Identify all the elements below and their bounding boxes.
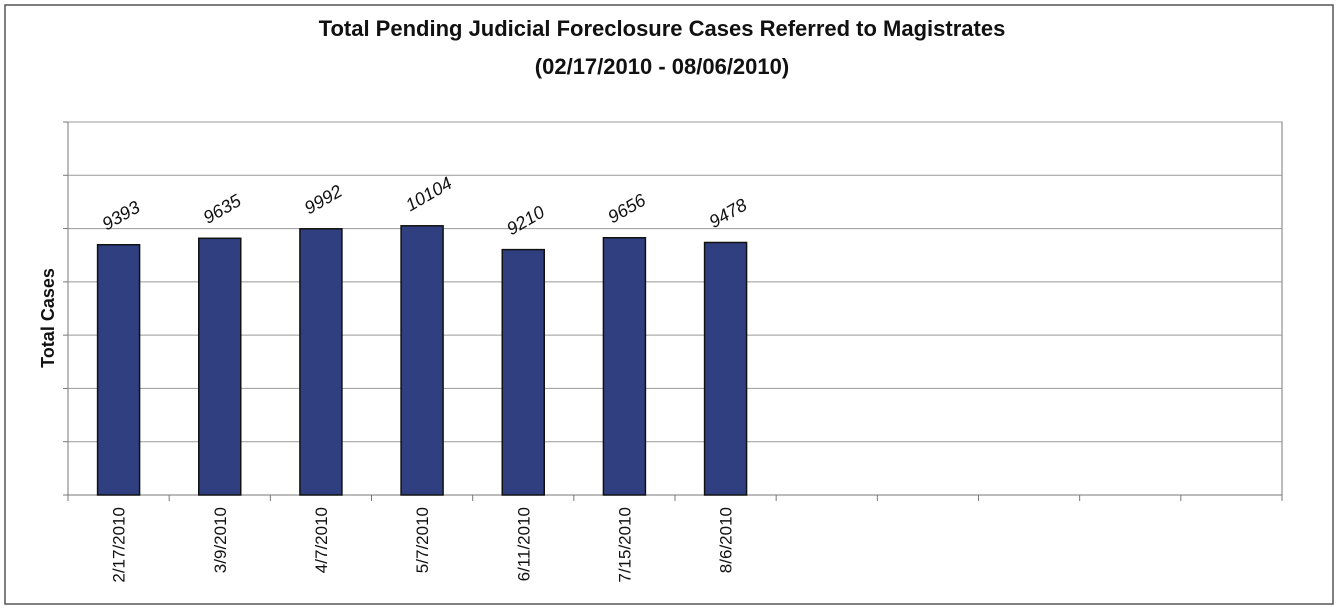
- y-axis-title: Total Cases: [38, 268, 58, 368]
- chart-subtitle: (02/17/2010 - 08/06/2010): [535, 54, 789, 79]
- x-tick-label: 3/9/2010: [211, 507, 230, 573]
- x-tick-label: 7/15/2010: [615, 507, 634, 583]
- x-tick-label: 4/7/2010: [312, 507, 331, 573]
- bar: [96, 243, 141, 496]
- x-tick-label: 8/6/2010: [717, 507, 736, 573]
- x-tick-label: 5/7/2010: [413, 507, 432, 573]
- bar: [198, 237, 242, 496]
- bar: [299, 228, 343, 496]
- x-tick-label: 6/11/2010: [514, 507, 533, 581]
- chart-title: Total Pending Judicial Foreclosure Cases…: [319, 16, 1006, 41]
- bar: [400, 225, 444, 496]
- bar: [703, 241, 748, 496]
- bar: [602, 236, 647, 496]
- x-tick-label: 2/17/2010: [110, 507, 129, 583]
- bar: [501, 248, 545, 496]
